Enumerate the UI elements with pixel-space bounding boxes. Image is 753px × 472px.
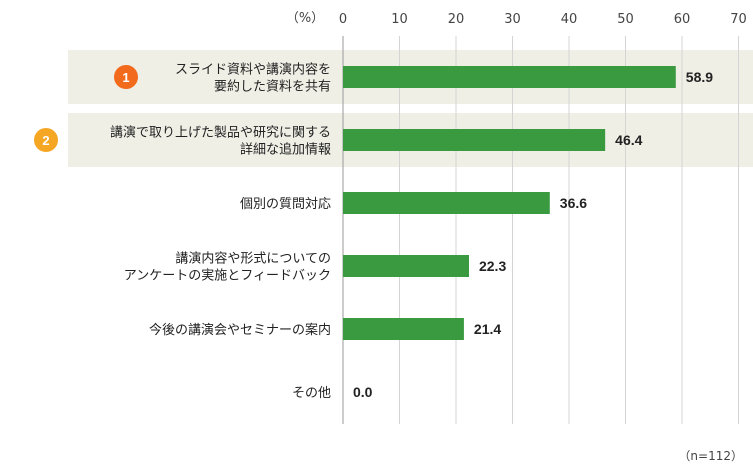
- bar: [343, 318, 464, 340]
- bar-value-label: 58.9: [686, 69, 713, 85]
- bar: [343, 192, 550, 214]
- bar: [343, 129, 606, 151]
- bar-value-label: 0.0: [353, 384, 373, 400]
- bar: [343, 255, 469, 277]
- category-label: 要約した資料を共有: [214, 80, 331, 95]
- x-tick-label: 0: [339, 12, 347, 27]
- bar-value-label: 22.3: [479, 258, 506, 274]
- x-tick-label: 10: [391, 12, 408, 27]
- x-tick-label: 60: [674, 12, 691, 27]
- x-tick-label: 40: [561, 12, 578, 27]
- x-tick-label: 70: [730, 12, 747, 27]
- bar: [343, 66, 676, 88]
- category-label: 講演で取り上げた製品や研究に関する: [110, 125, 331, 141]
- rank-badge: [34, 128, 58, 152]
- category-label: 詳細な追加情報: [240, 142, 331, 158]
- bar-value-label: 46.4: [615, 132, 642, 148]
- x-tick-label: 30: [504, 12, 521, 27]
- x-tick-label: 20: [448, 12, 465, 27]
- category-label: 講演内容や形式についての: [175, 251, 331, 267]
- category-label: 今後の講演会やセミナーの案内: [149, 322, 331, 338]
- category-label: その他: [292, 386, 331, 401]
- rank-badge-number: 1: [122, 70, 129, 85]
- bar-value-label: 36.6: [560, 195, 587, 211]
- axis-unit-label: （%）: [286, 11, 324, 26]
- category-label: スライド資料や講演内容を: [175, 62, 331, 78]
- sample-size-note: （n=112）: [678, 449, 743, 463]
- bar-value-label: 21.4: [474, 321, 501, 337]
- x-tick-label: 50: [617, 12, 634, 27]
- rank-badge: [114, 65, 138, 89]
- rank-badge-number: 2: [42, 133, 49, 148]
- category-label: アンケートの実施とフィードバック: [124, 268, 331, 284]
- category-label: 個別の質問対応: [240, 197, 331, 212]
